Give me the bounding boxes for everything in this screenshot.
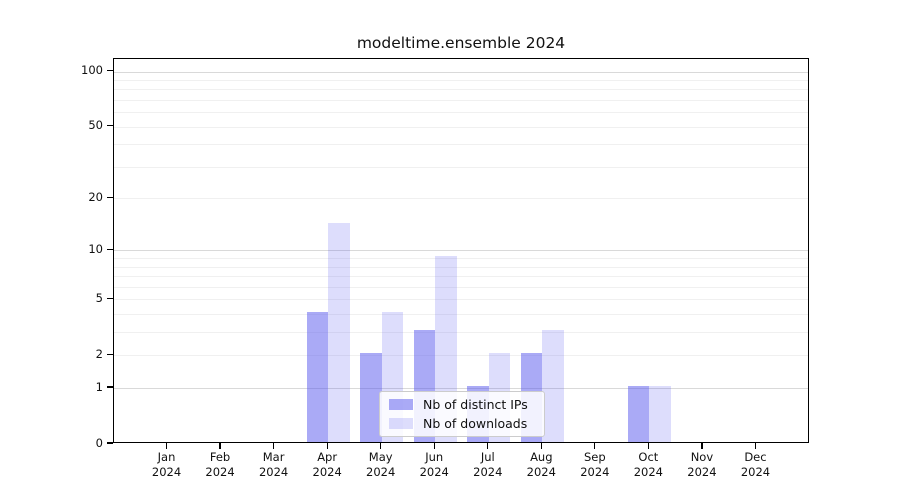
y-tick-label: 2	[95, 346, 103, 361]
x-tick-month: Jul	[480, 450, 495, 464]
x-tick-year: 2024	[258, 465, 289, 479]
y-tick-mark	[107, 248, 113, 251]
chart-title: modeltime.ensemble 2024	[356, 34, 566, 52]
x-tick-month: Dec	[744, 450, 767, 464]
x-tick-mark	[272, 443, 275, 449]
x-tick-month: May	[368, 450, 393, 464]
grid-line-minor	[114, 144, 808, 146]
grid-line-minor	[114, 355, 808, 357]
x-tick-mark	[540, 443, 542, 449]
grid-line-minor	[114, 126, 808, 128]
x-tick-year: 2024	[151, 465, 182, 479]
grid-line-minor	[114, 99, 808, 101]
x-tick-label: May 2024	[351, 450, 411, 480]
x-tick-month: Nov	[690, 450, 714, 464]
x-tick-mark	[219, 443, 221, 449]
y-tick-mark	[107, 297, 113, 300]
x-tick-month: Jan	[157, 450, 176, 464]
y-tick-mark	[107, 125, 113, 127]
x-tick-year: 2024	[366, 465, 396, 479]
legend-swatch-distinct-ips	[389, 399, 413, 410]
x-tick-label: Mar 2024	[244, 450, 304, 480]
x-tick-label: Feb 2024	[190, 450, 250, 480]
grid-line-minor	[114, 299, 808, 301]
grid-line-minor	[114, 286, 808, 288]
bar-downloads	[542, 330, 564, 442]
x-tick-month: Mar	[262, 450, 285, 464]
grid-line-minor	[114, 266, 808, 268]
x-tick-month: Feb	[209, 450, 231, 464]
x-tick-year: 2024	[473, 465, 503, 479]
x-tick-mark	[701, 443, 703, 449]
y-tick-mark	[107, 353, 113, 356]
grid-line-minor	[114, 198, 808, 200]
y-tick-label: 50	[88, 118, 103, 133]
grid-line-minor	[114, 89, 808, 91]
x-tick-mark	[594, 443, 596, 449]
x-tick-year: 2024	[687, 465, 717, 479]
legend-swatch-downloads	[389, 418, 413, 429]
legend-item-downloads: Nb of downloads	[389, 416, 544, 431]
x-tick-year: 2024	[312, 465, 342, 479]
y-tick-label: 0	[95, 435, 103, 450]
x-tick-year: 2024	[740, 465, 771, 479]
bar-distinct-ips	[627, 386, 650, 442]
y-tick-label: 5	[95, 290, 103, 305]
grid-line-minor	[114, 79, 808, 81]
y-tick-label: 10	[88, 241, 103, 256]
x-tick-month: Sep	[584, 450, 606, 464]
bar-downloads	[328, 223, 350, 442]
x-tick-year: 2024	[633, 465, 664, 479]
x-tick-label: Jun 2024	[404, 450, 464, 480]
grid-line-major	[114, 71, 808, 73]
x-tick-mark	[326, 443, 328, 449]
x-tick-year: 2024	[526, 465, 556, 479]
x-tick-label: Oct 2024	[618, 450, 678, 480]
grid-line-minor	[114, 276, 808, 278]
y-tick-mark	[107, 196, 113, 198]
x-tick-label: Nov 2024	[672, 450, 732, 480]
x-tick-month: Oct	[638, 450, 659, 464]
grid-line-minor	[114, 112, 808, 114]
x-tick-mark	[165, 443, 168, 449]
x-tick-month: Jun	[425, 450, 444, 464]
x-tick-label: Apr 2024	[297, 450, 357, 480]
x-tick-label: Jul 2024	[458, 450, 518, 480]
x-tick-label: Jan 2024	[137, 450, 197, 480]
x-tick-mark	[380, 443, 382, 449]
y-tick-mark	[107, 442, 113, 444]
y-tick-label: 1	[95, 379, 103, 394]
y-tick-mark	[107, 69, 113, 72]
legend-label-downloads: Nb of downloads	[423, 416, 528, 431]
x-tick-label: Dec 2024	[725, 450, 785, 480]
legend-item-distinct-ips: Nb of distinct IPs	[389, 397, 544, 412]
x-tick-month: Apr	[317, 450, 338, 464]
y-tick-mark	[107, 386, 113, 388]
grid-line-major	[114, 388, 808, 390]
y-tick-label: 100	[81, 63, 103, 78]
plot-area: Nb of distinct IPs Nb of downloads	[113, 58, 809, 443]
bar-downloads	[649, 386, 671, 442]
x-tick-year: 2024	[580, 465, 610, 479]
grid-line-minor	[114, 314, 808, 316]
x-tick-mark	[433, 443, 435, 449]
x-tick-month: Aug	[530, 450, 553, 464]
legend: Nb of distinct IPs Nb of downloads	[379, 391, 545, 437]
x-tick-year: 2024	[205, 465, 235, 479]
grid-line-minor	[114, 332, 808, 334]
y-tick-label: 20	[88, 189, 103, 204]
legend-label-distinct-ips: Nb of distinct IPs	[423, 397, 528, 412]
x-tick-year: 2024	[419, 465, 449, 479]
bar-distinct-ips	[306, 312, 329, 442]
x-tick-mark	[754, 443, 757, 449]
x-tick-mark	[487, 443, 489, 449]
bar-distinct-ips	[360, 353, 382, 442]
x-tick-label: Sep 2024	[565, 450, 625, 480]
x-tick-label: Aug 2024	[511, 450, 571, 480]
grid-line-major	[114, 250, 808, 252]
grid-line-minor	[114, 258, 808, 260]
grid-line-minor	[114, 166, 808, 168]
x-tick-mark	[647, 443, 650, 449]
